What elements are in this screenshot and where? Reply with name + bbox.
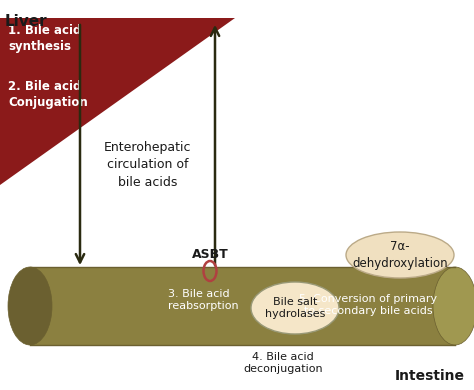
Text: 2. Bile acid
Conjugation: 2. Bile acid Conjugation bbox=[8, 80, 88, 109]
Polygon shape bbox=[30, 267, 455, 345]
Text: 1. Bile acid
synthesis: 1. Bile acid synthesis bbox=[8, 24, 82, 53]
Text: 4. Bile acid
deconjugation: 4. Bile acid deconjugation bbox=[243, 352, 323, 374]
Ellipse shape bbox=[346, 232, 454, 278]
Text: ASBT: ASBT bbox=[191, 248, 228, 261]
Text: 3. Bile acid
reabsorption: 3. Bile acid reabsorption bbox=[168, 289, 238, 311]
Text: 5. Conversion of primary
to secondary bile acids: 5. Conversion of primary to secondary bi… bbox=[299, 294, 437, 316]
Text: Bile salt
hydrolases: Bile salt hydrolases bbox=[265, 297, 325, 319]
Ellipse shape bbox=[8, 267, 52, 345]
Text: Enterohepatic
circulation of
bile acids: Enterohepatic circulation of bile acids bbox=[104, 140, 192, 190]
Text: Liver: Liver bbox=[5, 14, 47, 29]
Polygon shape bbox=[0, 18, 235, 185]
Ellipse shape bbox=[433, 267, 474, 345]
Text: 7α-
dehydroxylation: 7α- dehydroxylation bbox=[352, 241, 448, 269]
Ellipse shape bbox=[251, 282, 339, 334]
Text: Intestine: Intestine bbox=[395, 369, 465, 383]
